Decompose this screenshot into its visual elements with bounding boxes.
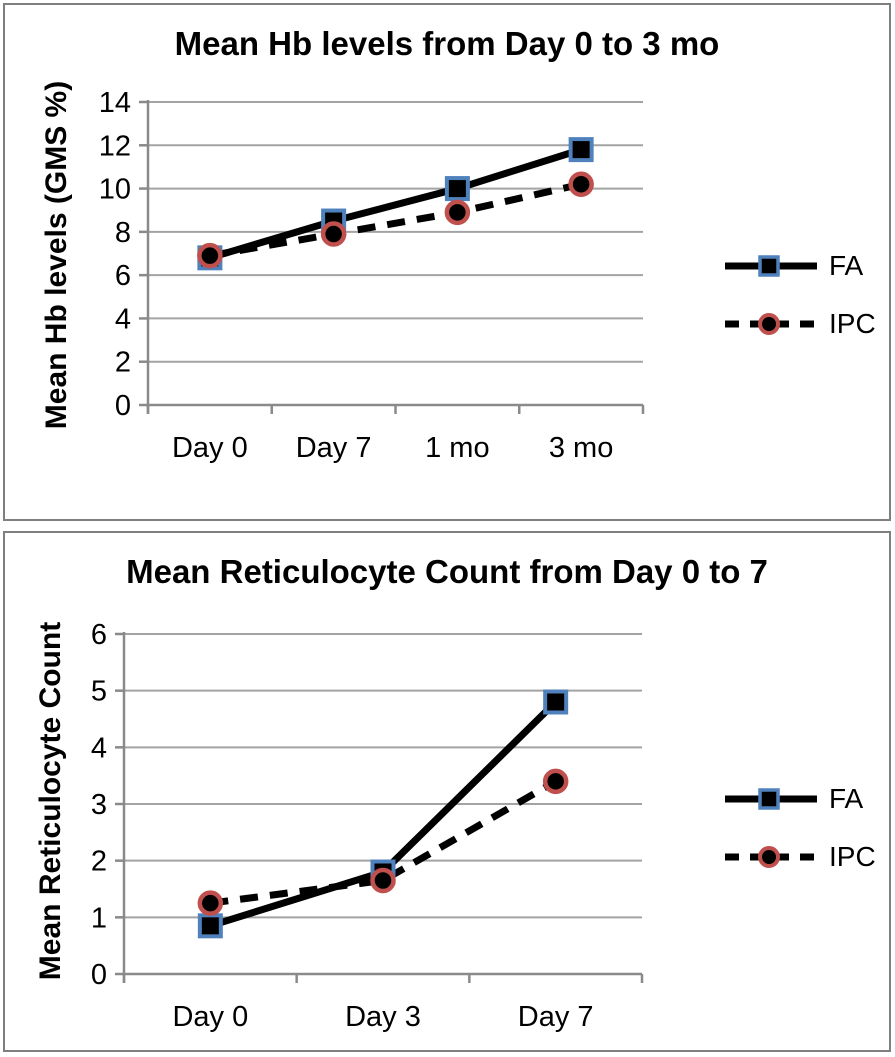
ipc-legend-label: IPC — [829, 841, 876, 872]
x-tick-label: Day 3 — [345, 1001, 421, 1033]
x-tick-label: Day 7 — [296, 432, 372, 464]
data-point-ipc — [320, 221, 347, 247]
x-tick-label: Day 0 — [172, 1001, 248, 1033]
ipc-legend-swatch — [725, 846, 817, 868]
y-tick-label: 1 — [91, 902, 107, 934]
hb-chart-title: Mean Hb levels from Day 0 to 3 mo — [174, 25, 720, 62]
y-tick-label: 3 — [91, 789, 107, 821]
reticulocyte-chart-panel: Mean Reticulocyte Count from Day 0 to 7 … — [3, 531, 891, 1052]
legend-item-ipc: IPC — [725, 839, 876, 875]
data-point-ipc — [370, 867, 396, 894]
data-point-ipc — [197, 242, 223, 269]
ipc-legend-swatch — [725, 313, 817, 335]
legend-item-ipc: IPC — [725, 306, 876, 342]
data-point-fa — [197, 913, 223, 939]
data-point-ipc — [542, 768, 569, 795]
fa-legend-swatch — [725, 255, 817, 277]
ipc-legend-label: IPC — [829, 308, 876, 339]
series-line-fa — [208, 146, 583, 262]
y-tick-label: 6 — [115, 260, 131, 292]
reticulocyte-chart-canvas: 0 1 2 3 4 5 6 Day 0 Day 3 Day 7 — [91, 619, 644, 1033]
series-line-ipc — [209, 778, 558, 907]
x-tick-label: 1 mo — [425, 432, 489, 464]
y-tick-label: 0 — [115, 390, 131, 422]
y-tick-label: 4 — [115, 303, 131, 335]
y-tick-label: 12 — [99, 130, 131, 162]
data-point-ipc — [444, 199, 471, 226]
legend-item-fa: FA — [725, 781, 876, 817]
x-tick-label: Day 0 — [172, 432, 248, 464]
data-point-ipc — [568, 171, 594, 197]
x-tick-label: Day 7 — [518, 1001, 594, 1033]
reticulocyte-legend: FA IPC — [725, 781, 876, 875]
fa-legend-label: FA — [829, 783, 864, 814]
data-point-fa — [568, 137, 594, 163]
y-tick-label: 6 — [91, 619, 107, 651]
data-point-ipc — [197, 890, 224, 916]
y-tick-label: 2 — [91, 846, 107, 878]
series-line-ipc — [209, 180, 582, 260]
y-tick-label: 5 — [91, 676, 107, 708]
reticulocyte-chart-title: Mean Reticulocyte Count from Day 0 to 7 — [126, 553, 768, 590]
data-point-fa — [543, 689, 569, 715]
y-tick-label: 2 — [115, 347, 131, 379]
hb-chart-canvas: 0 2 4 6 8 10 12 14 Day 0 Day 7 1 mo 3 mo — [99, 87, 645, 464]
y-tick-label: 14 — [99, 87, 131, 119]
fa-legend-label: FA — [829, 250, 864, 281]
legend-item-fa: FA — [725, 248, 876, 284]
data-point-fa — [444, 176, 470, 202]
y-tick-label: 4 — [91, 732, 107, 764]
fa-legend-swatch — [725, 788, 817, 810]
hb-legend: FA IPC — [725, 248, 876, 342]
y-tick-label: 8 — [115, 217, 131, 249]
x-tick-label: 3 mo — [549, 432, 613, 464]
hb-chart-panel: Mean Hb levels from Day 0 to 3 mo Mean H… — [3, 3, 891, 521]
y-tick-label: 10 — [99, 174, 131, 206]
y-tick-label: 0 — [91, 959, 107, 991]
